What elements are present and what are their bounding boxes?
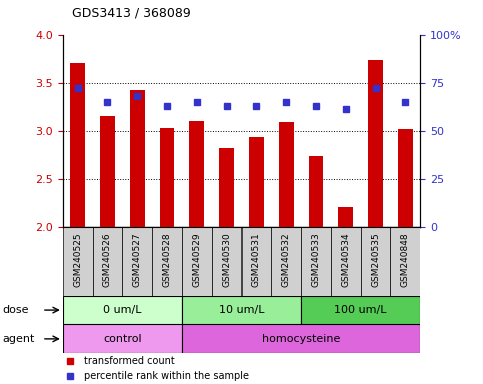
Bar	[100, 116, 115, 227]
Bar	[331, 227, 361, 296]
Bar	[390, 227, 420, 296]
Bar	[212, 227, 242, 296]
Text: GSM240528: GSM240528	[163, 232, 171, 287]
Bar	[182, 296, 301, 324]
Text: GSM240525: GSM240525	[73, 232, 82, 287]
Bar	[63, 296, 182, 324]
Text: percentile rank within the sample: percentile rank within the sample	[84, 371, 249, 381]
Text: GSM240532: GSM240532	[282, 232, 291, 287]
Text: GSM240533: GSM240533	[312, 232, 320, 287]
Bar	[338, 207, 353, 227]
Bar	[249, 137, 264, 227]
Bar	[368, 61, 383, 227]
Text: GSM240848: GSM240848	[401, 232, 410, 287]
Bar	[279, 122, 294, 227]
Bar	[159, 128, 174, 227]
Bar	[301, 296, 420, 324]
Bar	[122, 227, 152, 296]
Bar	[189, 121, 204, 227]
Bar	[242, 227, 271, 296]
Text: GSM240534: GSM240534	[341, 232, 350, 287]
Bar	[182, 227, 212, 296]
Text: GSM240527: GSM240527	[133, 232, 142, 287]
Bar	[301, 227, 331, 296]
Text: 10 um/L: 10 um/L	[219, 305, 264, 315]
Text: GSM240535: GSM240535	[371, 232, 380, 287]
Bar	[70, 63, 85, 227]
Text: dose: dose	[2, 305, 29, 315]
Bar	[398, 129, 413, 227]
Text: GDS3413 / 368089: GDS3413 / 368089	[72, 6, 191, 19]
Bar	[63, 227, 93, 296]
Bar	[182, 324, 420, 353]
Bar	[93, 227, 122, 296]
Text: homocysteine: homocysteine	[262, 334, 340, 344]
Bar	[152, 227, 182, 296]
Text: agent: agent	[2, 334, 35, 344]
Text: GSM240526: GSM240526	[103, 232, 112, 287]
Bar	[63, 324, 182, 353]
Bar	[361, 227, 390, 296]
Bar	[271, 227, 301, 296]
Text: 0 um/L: 0 um/L	[103, 305, 142, 315]
Text: GSM240529: GSM240529	[192, 232, 201, 287]
Bar	[309, 157, 324, 227]
Bar	[219, 148, 234, 227]
Text: GSM240530: GSM240530	[222, 232, 231, 287]
Text: 100 um/L: 100 um/L	[334, 305, 387, 315]
Text: transformed count: transformed count	[84, 356, 175, 366]
Bar	[130, 90, 145, 227]
Text: control: control	[103, 334, 142, 344]
Text: GSM240531: GSM240531	[252, 232, 261, 287]
